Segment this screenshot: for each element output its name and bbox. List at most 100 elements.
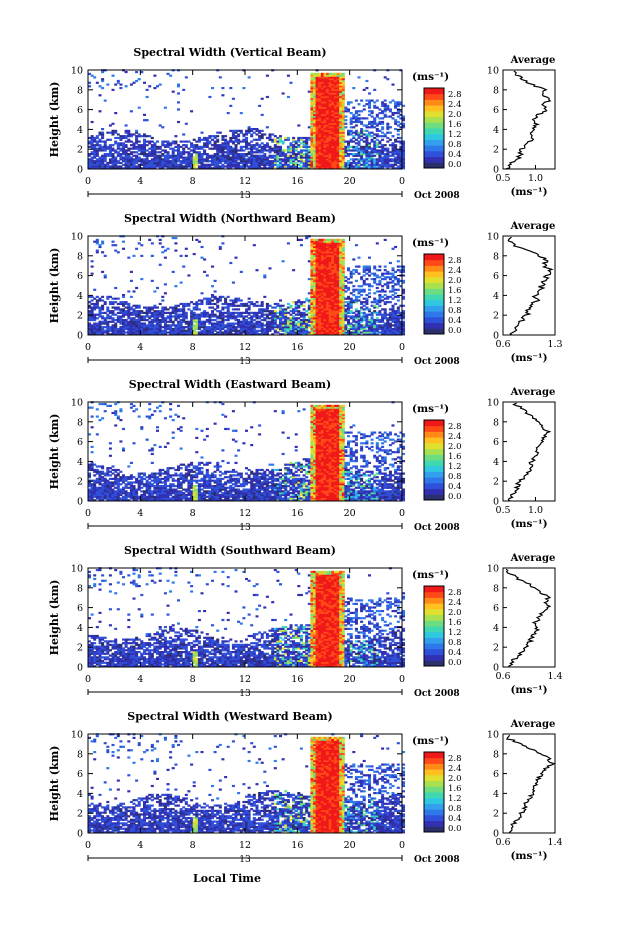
heatmap-cell (336, 126, 340, 129)
heatmap-cell (339, 145, 343, 148)
heatmap-cell (344, 329, 348, 332)
heatmap-cell (177, 144, 181, 147)
heatmap-cell (320, 144, 324, 147)
heatmap-cell (334, 317, 338, 320)
colorbar-segment (424, 162, 444, 169)
heatmap-cell (114, 163, 118, 166)
heatmap-cell (310, 145, 314, 148)
heatmap-cell (373, 119, 377, 122)
heatmap-cell (129, 327, 133, 331)
heatmap-cell (111, 311, 115, 314)
heatmap-cell (281, 324, 285, 327)
heatmap-cell (341, 90, 345, 93)
heatmap-cell (122, 153, 126, 156)
heatmap-cell (169, 315, 173, 318)
heatmap-cell (383, 238, 387, 241)
heatmap-cell (174, 308, 178, 311)
heatmap-cell (381, 331, 385, 334)
heatmap-cell (378, 279, 382, 282)
heatmap-cell (315, 320, 319, 323)
heatmap-cell (331, 315, 335, 318)
heatmap-cell (221, 302, 225, 306)
heatmap-cell (339, 319, 343, 322)
heatmap-cell (326, 301, 330, 304)
heatmap-cell (184, 163, 188, 166)
heatmap-cell (323, 72, 327, 75)
heatmap-cell (108, 124, 112, 127)
heatmap-cell (245, 324, 249, 327)
heatmap-cell (203, 322, 207, 325)
heatmap-cell (255, 326, 259, 329)
heatmap-cell (357, 288, 361, 291)
heatmap-cell (323, 320, 327, 323)
heatmap-cell (357, 313, 361, 316)
heatmap-cell (140, 278, 144, 281)
heatmap-cell (195, 324, 199, 327)
heatmap-cell (373, 319, 377, 322)
heatmap-cell (320, 258, 324, 261)
heatmap-cell (132, 326, 136, 329)
heatmap-cell (378, 158, 382, 161)
heatmap-cell (106, 306, 110, 309)
heatmap-cell (334, 274, 338, 277)
heatmap-cell (114, 161, 118, 165)
heatmap-cell (213, 136, 217, 140)
heatmap-cell (320, 315, 324, 318)
heatmap-cell (328, 90, 332, 93)
heatmap-cell (307, 149, 311, 152)
heatmap-cell (357, 315, 361, 318)
heatmap-cell (315, 135, 319, 138)
heatmap-cell (383, 278, 387, 281)
heatmap-cell (310, 81, 314, 84)
heatmap-cell (216, 156, 220, 159)
heatmap-cell (310, 74, 314, 77)
heatmap-cell (336, 263, 340, 266)
heatmap-cell (347, 281, 351, 284)
heatmap-cell (271, 161, 275, 165)
heatmap-cell (88, 326, 92, 329)
heatmap-cell (197, 320, 201, 323)
heatmap-cell (153, 310, 157, 313)
heatmap-cell (349, 133, 353, 136)
heatmap-cell (310, 306, 314, 309)
heatmap-cell (344, 153, 348, 156)
heatmap-cell (218, 144, 222, 147)
heatmap-cell (129, 151, 133, 154)
heatmap-cell (179, 160, 183, 163)
heatmap-cell (119, 301, 123, 304)
heatmap-cell (179, 153, 183, 156)
heatmap-cell (386, 158, 390, 161)
heatmap-cell (273, 161, 277, 165)
heatmap-cell (375, 320, 379, 323)
heatmap-cell (326, 320, 330, 323)
heatmap-cell (320, 308, 324, 311)
heatmap-cell (255, 149, 259, 152)
heatmap-cell (313, 247, 317, 250)
heatmap-cell (114, 167, 118, 170)
heatmap-cell (326, 126, 330, 129)
heatmap-cell (320, 294, 324, 297)
heatmap-cell (334, 267, 338, 270)
heatmap-cell (334, 113, 338, 116)
heatmap-cell (378, 294, 382, 297)
heatmap-cell (297, 145, 301, 148)
heatmap-cell (349, 158, 353, 161)
heatmap-cell (237, 163, 241, 166)
heatmap-cell (213, 140, 217, 143)
heatmap-cell (402, 163, 406, 166)
heatmap-cell (365, 165, 369, 168)
heatmap-cell (305, 324, 309, 327)
heatmap-cell (213, 158, 217, 161)
heatmap-cell (103, 158, 107, 161)
heatmap-cell (218, 297, 222, 300)
heatmap-cell (362, 301, 366, 304)
heatmap-cell (289, 320, 293, 323)
heatmap-cell (339, 117, 343, 120)
colorbar-segment (424, 150, 444, 158)
heatmap-cell (124, 311, 128, 314)
heatmap-cell (315, 147, 319, 150)
heatmap-cell (271, 313, 275, 316)
heatmap-cell (237, 167, 241, 170)
heatmap-cell (381, 151, 385, 154)
heatmap-cell (299, 333, 303, 336)
